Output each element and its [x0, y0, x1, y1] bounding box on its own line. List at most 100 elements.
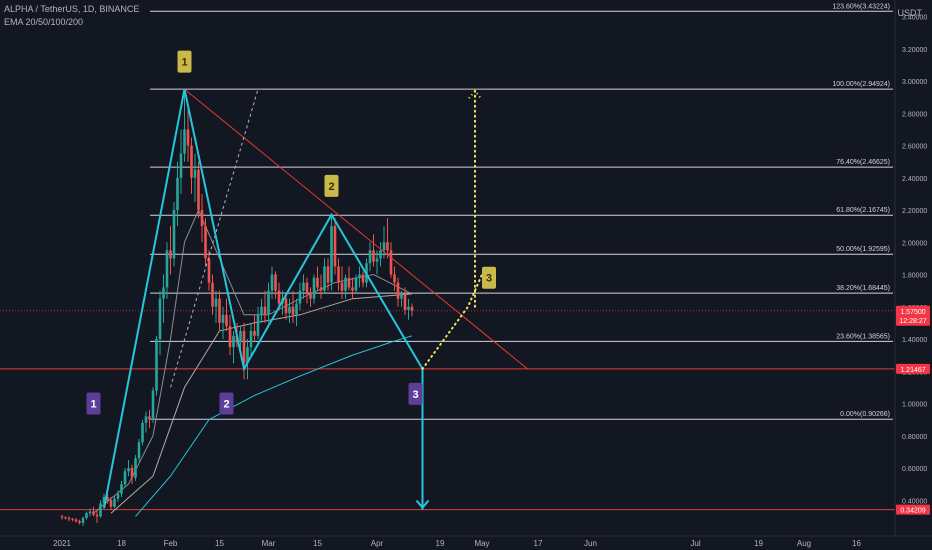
- candle-body: [389, 250, 393, 275]
- price-axis-unit: USDT: [897, 8, 923, 18]
- candle-body: [67, 517, 71, 519]
- candle-body: [113, 498, 116, 507]
- time-tick-label: 19: [754, 539, 763, 548]
- candle-body: [137, 442, 141, 459]
- candle-body: [295, 303, 298, 315]
- candle-body: [81, 517, 85, 523]
- candle-body: [372, 250, 375, 262]
- fib-level-label: 100.00%(2.94924): [832, 81, 890, 88]
- candle-body: [270, 274, 274, 291]
- fib-level-label: 50.00%(1.92595): [836, 246, 890, 253]
- candle-body: [361, 274, 365, 283]
- candle-body: [298, 290, 302, 304]
- price-badge: [896, 305, 930, 326]
- candle-body: [165, 250, 169, 288]
- price-tick-label: 2.60000: [902, 144, 927, 151]
- candle-body: [337, 266, 340, 283]
- price-badge-label: 0.34209: [900, 508, 925, 515]
- price-badges: 1.57500 12:28:27 1.21467 0.34209: [896, 305, 930, 515]
- candle-body: [351, 287, 354, 291]
- fibonacci-levels[interactable]: 123.60%(3.43224) 100.00%(2.94924) 76.40%(2…: [150, 3, 893, 420]
- candle-body: [319, 287, 323, 291]
- candle-body: [263, 306, 267, 315]
- marker-box: [177, 50, 192, 73]
- candle-body: [246, 347, 249, 364]
- time-tick-label: 15: [215, 539, 224, 548]
- symbol-title[interactable]: ALPHA / TetherUS, 1D, BINANCE: [4, 4, 140, 14]
- candle-body: [162, 287, 165, 299]
- candle-body: [302, 282, 305, 291]
- candle-body: [179, 153, 183, 178]
- candle-body: [379, 250, 382, 259]
- candle-body: [151, 390, 155, 420]
- price-tick-label: 2.40000: [902, 176, 927, 183]
- projection-down-arrowhead: [415, 499, 430, 510]
- candle-body: [204, 226, 207, 259]
- descending-trendline: [184, 88, 528, 370]
- time-tick-label: 15: [313, 539, 322, 548]
- candle-body: [116, 493, 120, 499]
- candle-body: [368, 250, 372, 264]
- candle-body: [382, 242, 386, 251]
- candle-body: [386, 242, 389, 251]
- price-badge: [896, 363, 930, 374]
- candle-body: [74, 519, 78, 522]
- marker-label: 1: [90, 399, 96, 411]
- price-tick-label: 0.40000: [902, 498, 927, 505]
- candle-body: [260, 306, 263, 315]
- candle-body: [309, 293, 312, 299]
- marker-gold-3: 3: [482, 266, 496, 289]
- candle-body: [407, 306, 410, 310]
- candle-body: [375, 258, 379, 262]
- marker-label: 2: [223, 399, 229, 411]
- candle-body: [344, 277, 347, 291]
- candle-body: [400, 293, 403, 299]
- candle-body: [207, 258, 211, 283]
- candle-body: [256, 314, 260, 336]
- candle-body: [127, 468, 130, 472]
- candle-body: [330, 226, 333, 283]
- candle-body: [312, 277, 316, 299]
- time-axis-panel[interactable]: [0, 536, 932, 550]
- candle-body: [214, 298, 218, 307]
- time-axis[interactable]: 2021 18 Feb 15 Mar 15 Apr 19 May 17 Jun Jul 19 Aug 16: [53, 539, 861, 548]
- candle-body: [410, 306, 414, 311]
- marker-label: 2: [328, 181, 334, 193]
- price-badge-countdown: 12:28:27: [899, 318, 926, 325]
- pattern-markers[interactable]: 1 2 3 1 2 3: [86, 50, 497, 415]
- candle-body: [78, 521, 81, 523]
- price-tick-label: 0.80000: [902, 434, 927, 441]
- price-tick-label: 3.00000: [902, 79, 927, 86]
- time-tick-label: Jun: [584, 539, 597, 548]
- candle-body: [148, 416, 151, 420]
- marker-gold-2: 2: [324, 174, 339, 197]
- marker-gold-1: 1: [177, 50, 192, 73]
- candle-body: [85, 513, 88, 518]
- candle-body: [123, 471, 127, 485]
- time-tick-label: Aug: [797, 539, 811, 548]
- candle-body: [144, 416, 148, 423]
- price-badge-label: 1.57500: [900, 309, 925, 316]
- ema-slow-line: [135, 335, 413, 517]
- horizontal-levels[interactable]: [0, 310, 895, 511]
- marker-box: [219, 392, 234, 415]
- candle-body: [242, 330, 246, 364]
- candle-body: [158, 298, 162, 339]
- candle-body: [60, 516, 64, 518]
- candle-body: [197, 169, 200, 210]
- candle-body: [172, 210, 176, 259]
- time-tick-label: 19: [436, 539, 445, 548]
- candle-body: [218, 298, 221, 323]
- marker-purple-1: 1: [86, 392, 101, 415]
- candle-body: [183, 129, 186, 154]
- fib-level-label: 123.60%(3.43224): [832, 3, 890, 10]
- candle-body: [155, 339, 158, 391]
- price-tick-label: 2.80000: [902, 111, 927, 118]
- indicator-legend[interactable]: EMA 20/50/100/200: [4, 17, 84, 27]
- candle-body: [186, 129, 190, 146]
- price-axis-panel[interactable]: [895, 0, 932, 536]
- candle-body: [333, 226, 337, 267]
- price-badge-label: 1.21467: [900, 367, 925, 374]
